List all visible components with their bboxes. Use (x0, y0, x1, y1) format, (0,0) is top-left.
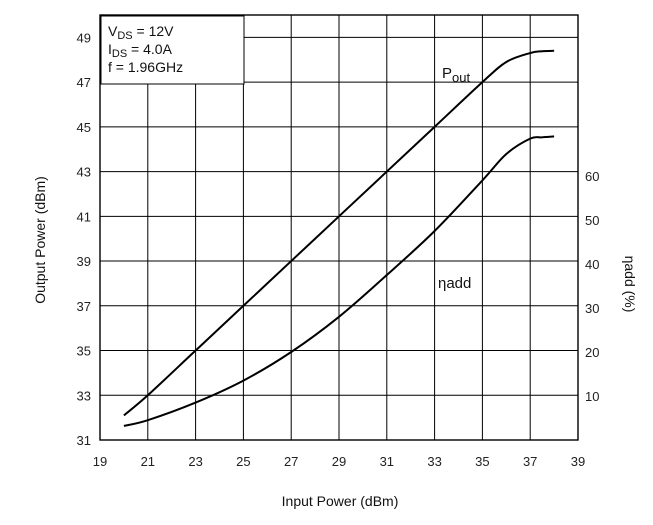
y-tick-label-6: 43 (77, 165, 91, 180)
x-tick-label-3: 25 (236, 454, 250, 469)
pout-series-label: Pout (442, 65, 470, 85)
x-tick-labels: 19 21 23 25 27 29 31 33 35 37 39 (93, 454, 585, 469)
y2-tick-label-2: 30 (585, 301, 599, 316)
ids-label: IDS = 4.0A (108, 41, 173, 60)
y-tick-label-7: 45 (77, 120, 91, 135)
pout-label-sub: out (452, 70, 470, 85)
x-tick-label-7: 33 (427, 454, 441, 469)
vds-label: VDS = 12V (108, 23, 174, 42)
x-tick-label-2: 23 (188, 454, 202, 469)
y2-tick-label-0: 10 (585, 389, 599, 404)
y-tick-label-3: 37 (77, 299, 91, 314)
y2-tick-label-4: 50 (585, 213, 599, 228)
y-tick-label-2: 35 (77, 344, 91, 359)
ids-sub: DS (112, 48, 127, 60)
curves (123, 49, 555, 427)
x-tick-label-6: 31 (380, 454, 394, 469)
eta-series-label: ηadd (438, 275, 471, 292)
x-tick-label-0: 19 (93, 454, 107, 469)
y-tick-label-1: 33 (77, 388, 91, 403)
vds-main: V (108, 23, 118, 39)
pout-series-line (123, 49, 555, 417)
x-tick-label-10: 39 (571, 454, 585, 469)
y2-tick-label-1: 20 (585, 345, 599, 360)
y-tick-labels: 31 33 35 37 39 41 43 45 47 49 (77, 30, 91, 448)
freq-label: f = 1.96GHz (108, 59, 183, 75)
pout-label-main: P (442, 65, 452, 82)
ids-value: = 4.0A (127, 41, 172, 57)
x-axis-title: Input Power (dBm) (282, 493, 399, 509)
plot-frame (99, 14, 579, 441)
y-tick-label-9: 49 (77, 30, 91, 45)
y-tick-label-4: 39 (77, 254, 91, 269)
y2-tick-label-5: 60 (585, 169, 599, 184)
x-tick-label-5: 29 (332, 454, 346, 469)
y-tick-label-0: 31 (77, 433, 91, 448)
y-tick-label-8: 47 (77, 75, 91, 90)
y2-axis-title: ηadd (%) (622, 256, 638, 313)
x-tick-label-9: 37 (523, 454, 537, 469)
y-axis-title: Output Power (dBm) (32, 176, 48, 304)
y2-tick-label-3: 40 (585, 257, 599, 272)
x-tick-label-8: 35 (475, 454, 489, 469)
eta-add-series-line (123, 135, 555, 427)
y2-tick-labels: 10 20 30 40 50 60 (585, 169, 599, 404)
vds-sub: DS (117, 30, 132, 42)
ids-main: I (108, 41, 112, 57)
x-tick-label-4: 27 (284, 454, 298, 469)
x-tick-label-1: 21 (141, 454, 155, 469)
conditions-box (100, 15, 245, 85)
y-tick-label-5: 41 (77, 209, 91, 224)
vds-value: = 12V (133, 23, 175, 39)
